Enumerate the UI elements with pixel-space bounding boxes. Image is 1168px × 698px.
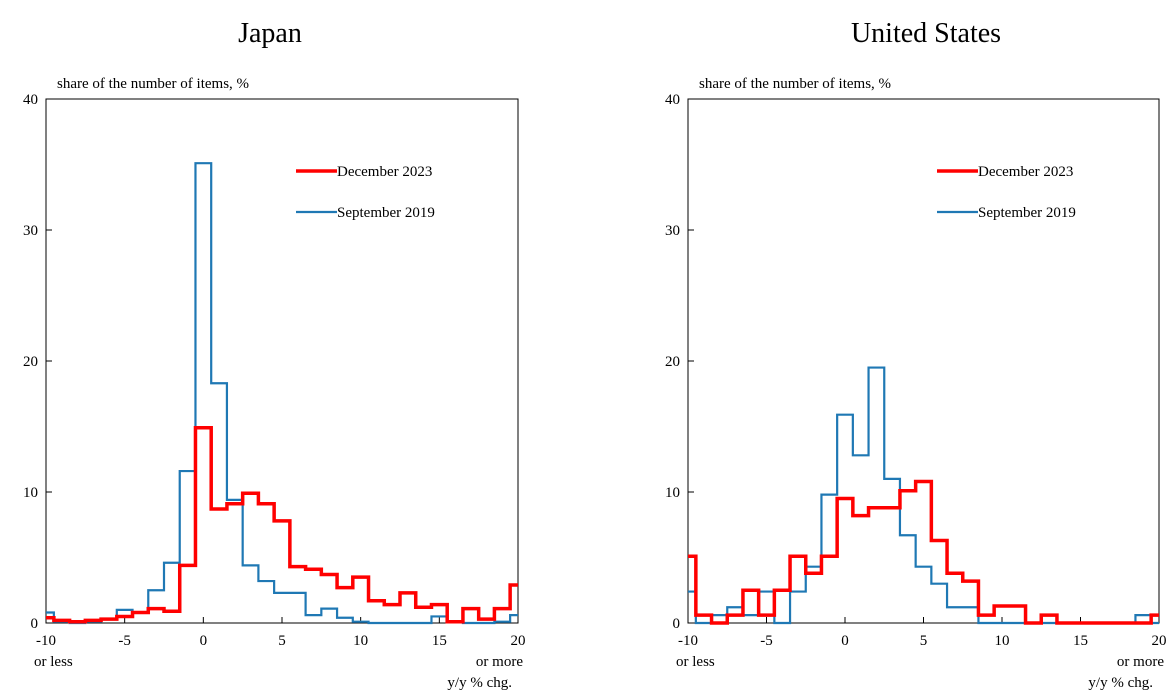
x-tick-label: -5 <box>760 633 773 649</box>
x-tick-sublabel-left: or less <box>676 654 715 670</box>
x-tick-label: 0 <box>200 633 208 649</box>
plot-frame <box>45 98 519 624</box>
x-tick-label: 20 <box>1152 633 1167 649</box>
legend-label: September 2019 <box>978 205 1076 221</box>
series-0 <box>688 479 1159 625</box>
series-1 <box>46 162 518 625</box>
x-tick-label: 15 <box>432 633 447 649</box>
series-line <box>46 426 518 624</box>
x-tick-label: -10 <box>36 633 56 649</box>
legend-label: December 2023 <box>978 164 1073 180</box>
x-axis-label: y/y % chg. <box>1088 675 1153 691</box>
x-tick-label: -5 <box>118 633 131 649</box>
x-tick-label: 10 <box>995 633 1010 649</box>
y-tick-label: 30 <box>23 223 38 239</box>
legend-label: September 2019 <box>337 205 435 221</box>
y-tick-label: 40 <box>665 92 680 108</box>
y-tick-label: 30 <box>665 223 680 239</box>
x-tick-label: 0 <box>841 633 849 649</box>
series-line <box>688 366 1159 625</box>
chart-1 <box>687 98 1160 625</box>
y-axis-label: share of the number of items, % <box>699 76 891 92</box>
chart-0 <box>45 98 519 625</box>
y-tick-label: 10 <box>665 485 680 501</box>
y-axis-label: share of the number of items, % <box>57 76 249 92</box>
series-0 <box>46 426 518 624</box>
x-tick-label: 15 <box>1073 633 1088 649</box>
plot-frame <box>687 98 1160 624</box>
x-tick-label: 5 <box>278 633 286 649</box>
x-tick-label: 10 <box>353 633 368 649</box>
x-tick-label: 5 <box>920 633 928 649</box>
y-tick-label: 20 <box>665 354 680 370</box>
y-tick-label: 0 <box>673 616 681 632</box>
x-tick-label: 20 <box>511 633 526 649</box>
x-tick-sublabel-right: or more <box>476 654 523 670</box>
y-tick-label: 20 <box>23 354 38 370</box>
y-tick-label: 10 <box>23 485 38 501</box>
y-tick-label: 40 <box>23 92 38 108</box>
x-tick-sublabel-left: or less <box>34 654 73 670</box>
x-tick-sublabel-right: or more <box>1117 654 1164 670</box>
chart-title: United States <box>851 18 1001 49</box>
x-tick-label: -10 <box>678 633 698 649</box>
x-axis-label: y/y % chg. <box>447 675 512 691</box>
y-tick-label: 0 <box>31 616 39 632</box>
legend-label: December 2023 <box>337 164 432 180</box>
series-line <box>688 479 1159 625</box>
series-1 <box>688 366 1159 625</box>
chart-title: Japan <box>238 18 302 49</box>
series-line <box>46 162 518 625</box>
